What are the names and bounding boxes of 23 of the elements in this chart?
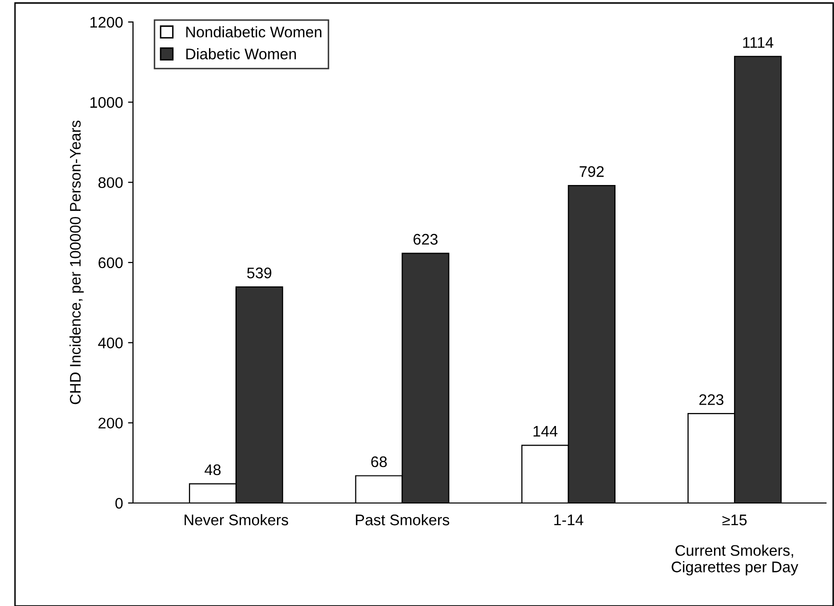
legend-label: Diabetic Women	[186, 48, 296, 60]
y-axis-title: CHD Incidence, per 100000 Person-Years	[69, 120, 84, 404]
x-tick-label: Never Smokers	[184, 514, 288, 526]
x-tick-label: Past Smokers	[356, 514, 450, 526]
y-tick-label: 600	[98, 257, 123, 268]
y-tick-label: 800	[98, 177, 123, 188]
x-tick-label: 1-14	[554, 514, 584, 526]
y-tick-label: 0	[115, 498, 123, 509]
data-label: 144	[534, 426, 558, 437]
y-tick-label: 400	[98, 338, 123, 348]
y-tick-label: 1000	[90, 97, 123, 108]
data-label: 1114	[743, 37, 774, 48]
data-label: 792	[580, 166, 604, 177]
y-tick-label: 1200	[90, 16, 123, 28]
data-label: 539	[247, 268, 272, 278]
data-label: 223	[699, 394, 724, 406]
y-tick-label: 200	[98, 418, 123, 429]
annotation: Current Smokers, Cigarettes per Day	[672, 544, 798, 576]
data-label: 48	[204, 464, 221, 476]
x-tick-label: ≥15	[722, 514, 747, 526]
data-label: 623	[414, 234, 438, 245]
data-label: 68	[371, 456, 387, 468]
legend-label: Nondiabetic Women	[186, 26, 322, 38]
